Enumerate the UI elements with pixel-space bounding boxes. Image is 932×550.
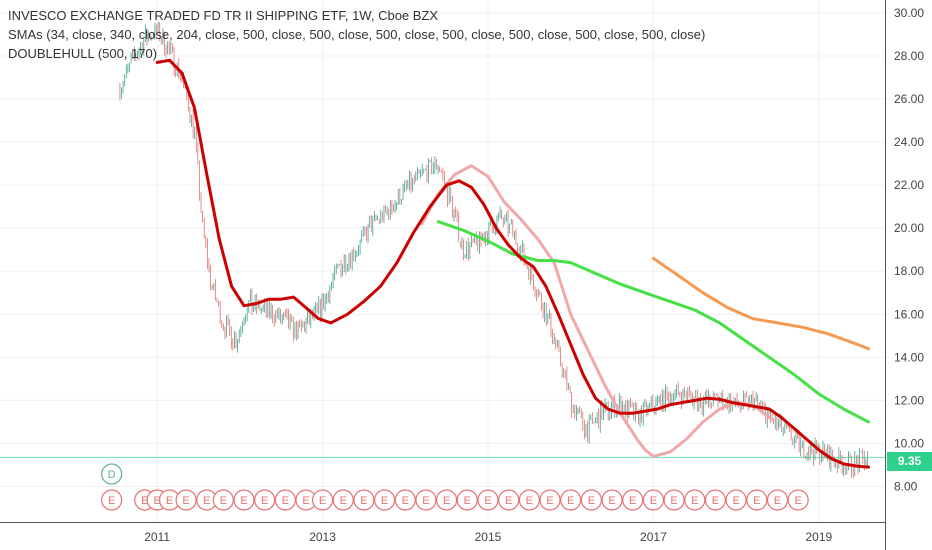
y-tick-label: 24.00 [894,135,924,149]
earnings-marker-label: E [182,495,189,507]
earnings-marker-label: E [464,495,471,507]
earnings-marker-label: E [261,495,268,507]
legend-sma-study: SMAs (34, close, 340, close, 204, close,… [8,27,706,42]
earnings-marker [332,489,354,511]
earnings-marker [175,489,197,511]
earnings-marker-label: E [402,495,409,507]
earnings-marker [477,489,499,511]
earnings-marker [212,489,234,511]
earnings-marker [766,489,789,511]
earnings-marker-label: E [240,495,247,507]
earnings-marker-label: E [794,495,801,507]
earnings-marker [663,489,685,511]
y-tick-label: 30.00 [894,6,924,20]
earnings-marker-label: E [360,495,367,507]
y-tick-label: 12.00 [894,393,924,407]
earnings-marker-label: E [302,495,309,507]
earnings-marker-label: E [505,495,512,507]
sma-lines [0,58,885,469]
y-tick-label: 20.00 [894,221,924,235]
earnings-marker-label: E [220,495,227,507]
earnings-marker-label: E [166,495,173,507]
series-sma340 [651,256,870,351]
legend-doublehull-study: DOUBLEHULL (500, 170) [8,46,158,61]
earnings-marker [601,489,623,511]
y-tick-label: 22.00 [894,178,924,192]
earnings-marker-label: E [203,495,210,507]
earnings-marker [622,489,644,511]
earnings-marker-label: E [108,495,115,507]
earnings-marker [415,489,437,511]
earnings-marker-label: E [691,495,698,507]
legend-symbol-title: INVESCO EXCHANGE TRADED FD TR II SHIPPIN… [8,8,439,23]
y-tick-label: 18.00 [894,264,924,278]
earnings-marker-label: E [774,495,781,507]
earnings-marker-label: E [319,495,326,507]
earnings-marker-label: E [141,495,148,507]
series-sma_faded [420,164,771,458]
earnings-marker [254,489,276,511]
earnings-marker [456,489,478,511]
x-tick-label: 2015 [475,530,502,544]
y-tick-label: 8.00 [894,479,918,493]
last-price-label: 9.35 [887,452,932,471]
dividend-marker-label: D [108,469,116,481]
x-tick-label: 2017 [640,530,667,544]
y-tick-label: 28.00 [894,49,924,63]
earnings-marker-label: E [153,495,160,507]
earnings-marker-label: E [443,495,450,507]
earnings-marker-label: E [484,495,491,507]
earnings-marker [539,489,561,511]
x-tick-label: 2013 [309,530,336,544]
x-tick-label: 2019 [805,530,832,544]
earnings-marker [518,489,540,511]
series-sma34 [155,58,870,469]
earnings-marker-label: E [650,495,657,507]
grid-lines [0,0,885,522]
y-tick-label: 10.00 [894,436,924,450]
earnings-marker [787,489,809,511]
y-tick-label: 26.00 [894,92,924,106]
earnings-marker-label: E [546,495,553,507]
chart-legend: INVESCO EXCHANGE TRADED FD TR II SHIPPIN… [8,6,705,63]
earnings-marker [642,489,665,511]
earnings-marker [374,489,396,511]
earnings-marker-label: E [732,495,739,507]
earnings-marker [746,489,768,511]
earnings-marker [498,489,520,511]
y-tick-label: 16.00 [894,307,924,321]
earnings-marker-label: E [422,495,429,507]
earnings-marker-label: E [712,495,719,507]
earnings-marker-label: E [282,495,289,507]
event-markers: DE E E E E E E E E E E E E E E E E E E E E E E E E E E E E E E E E E E [101,463,809,511]
earnings-marker-label: E [381,495,388,507]
earnings-marker [353,489,375,511]
earnings-marker-label: E [526,495,533,507]
earnings-marker-label: E [753,495,760,507]
x-tick-label: 2011 [144,530,170,544]
price-candles [119,21,868,479]
earnings-marker [233,489,255,511]
earnings-marker [580,489,602,511]
earnings-marker [101,489,123,511]
earnings-marker-label: E [608,495,615,507]
earnings-marker [684,489,706,511]
earnings-marker [394,489,416,511]
earnings-marker-label: E [670,495,677,507]
earnings-marker-label: E [567,495,574,507]
earnings-marker [436,489,458,511]
y-tick-label: 14.00 [894,350,924,364]
earnings-marker-label: E [340,495,347,507]
series-sma204 [436,220,870,424]
earnings-marker-label: E [588,495,595,507]
earnings-marker [311,489,334,511]
earnings-marker [560,489,582,511]
earnings-marker [274,489,296,511]
earnings-marker [725,489,747,511]
earnings-marker-label: E [629,495,636,507]
dividend-marker [101,463,123,485]
earnings-marker [704,489,727,511]
